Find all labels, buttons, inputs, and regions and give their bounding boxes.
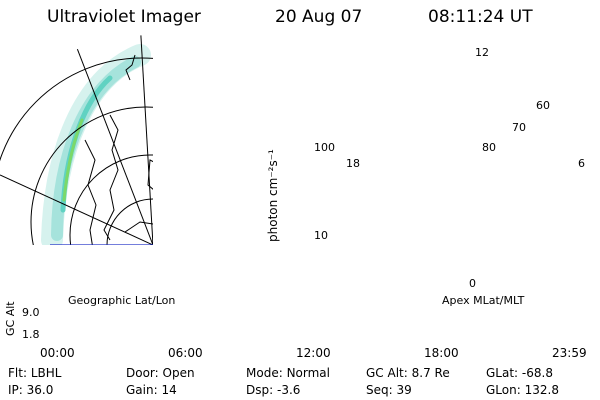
colorbar-tick-10: 10 (314, 229, 328, 242)
time-label: 08:11:24 UT (428, 7, 533, 27)
mlat-label-60: 60 (536, 99, 550, 112)
status-gc-alt: GC Alt: 8.7 Re (366, 366, 450, 380)
left-map-caption: Geographic Lat/Lon (68, 294, 176, 307)
altitude-ylabel: GC Alt (4, 301, 17, 336)
date-label: 20 Aug 07 (275, 7, 363, 27)
status-glon: GLon: 132.8 (486, 383, 559, 397)
mlt-label-12: 12 (475, 46, 489, 59)
instrument-title: Ultraviolet Imager (47, 7, 201, 27)
status-door: Door: Open (126, 366, 195, 380)
mlt-label-0: 0 (469, 277, 476, 290)
colorbar-unit-label: photon cm⁻²s⁻¹ (266, 149, 280, 242)
colorbar-tick-100: 100 (314, 141, 335, 154)
status-ip: IP: 36.0 (8, 383, 54, 397)
geographic-map (0, 35, 153, 245)
altitude-ytick-bottom: 1.8 (22, 328, 40, 341)
altitude-xtick-1: 06:00 (168, 346, 203, 360)
right-map-caption: Apex MLat/MLT (442, 294, 525, 307)
status-glat: GLat: -68.8 (486, 366, 553, 380)
altitude-xtick-2: 12:00 (296, 346, 331, 360)
mlat-label-80: 80 (482, 141, 496, 154)
altitude-xtick-4: 23:59 (552, 346, 587, 360)
altitude-xtick-0: 00:00 (40, 346, 75, 360)
status-mode: Mode: Normal (246, 366, 330, 380)
altitude-ytick-top: 9.0 (22, 306, 40, 319)
status-filter: Flt: LBHL (8, 366, 62, 380)
mlt-label-18: 18 (346, 157, 360, 170)
altitude-xtick-3: 18:00 (424, 346, 459, 360)
mlt-label-6: 6 (578, 157, 585, 170)
left-aurora-emission (41, 44, 151, 245)
status-dsp: Dsp: -3.6 (246, 383, 301, 397)
status-seq: Seq: 39 (366, 383, 412, 397)
mlat-label-70: 70 (512, 121, 526, 134)
status-gain: Gain: 14 (126, 383, 177, 397)
